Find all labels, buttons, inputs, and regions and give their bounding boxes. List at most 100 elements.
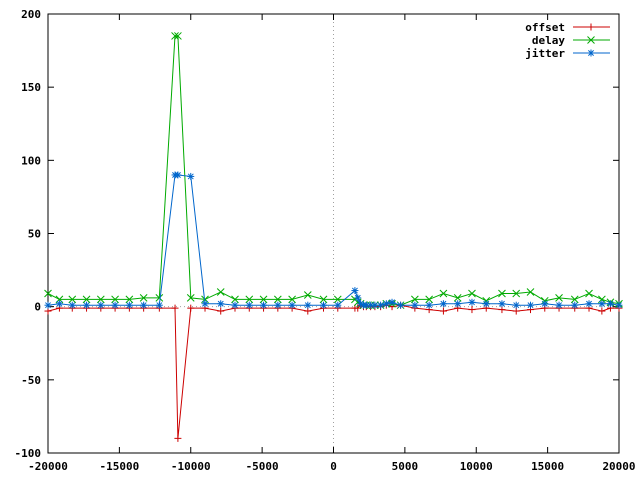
y-tick-label: 100: [21, 154, 41, 167]
data-point-jitter: [598, 300, 606, 308]
data-point-delay: [111, 295, 119, 304]
data-point-delay: [526, 288, 535, 296]
data-point-jitter: [439, 300, 447, 308]
data-point-jitter: [320, 301, 328, 309]
data-point-jitter: [482, 300, 490, 308]
data-point-delay: [512, 289, 521, 298]
series-jitter: [44, 171, 623, 309]
data-point-jitter: [606, 300, 614, 308]
legend-marker: [587, 23, 595, 31]
data-point-jitter: [454, 300, 462, 308]
data-point-delay: [155, 294, 164, 302]
data-point-delay: [453, 294, 462, 302]
data-point-offset: [44, 307, 52, 315]
legend-item-delay: delay: [532, 34, 610, 47]
data-point-jitter: [512, 301, 520, 309]
data-point-delay: [186, 294, 195, 302]
data-point-jitter: [231, 301, 239, 309]
data-point-jitter: [155, 301, 163, 309]
x-tick-label: -15000: [100, 460, 140, 473]
data-point-jitter: [201, 300, 209, 308]
data-point-delay: [585, 289, 593, 298]
legend-item-offset: offset: [525, 21, 610, 34]
data-point-jitter: [97, 301, 105, 309]
x-tick-label: -10000: [171, 460, 211, 473]
x-tick-label: 5000: [392, 460, 419, 473]
legend-label: jitter: [525, 47, 565, 60]
data-point-delay: [439, 289, 448, 298]
legend-item-jitter: jitter: [525, 47, 610, 60]
data-point-delay: [273, 295, 282, 304]
data-point-jitter: [468, 298, 476, 306]
x-tick-label: 10000: [460, 460, 493, 473]
data-point-delay: [125, 295, 134, 304]
data-point-jitter: [174, 171, 182, 179]
y-tick-label: -100: [15, 447, 42, 460]
data-point-jitter: [140, 301, 148, 309]
x-tick-label: -20000: [28, 460, 68, 473]
y-tick-label: -50: [21, 374, 41, 387]
data-point-delay: [174, 32, 182, 40]
x-tick-label: 20000: [602, 460, 635, 473]
data-point-jitter: [334, 301, 342, 309]
data-point-delay: [96, 295, 105, 304]
data-point-offset: [171, 304, 179, 312]
data-point-jitter: [555, 301, 563, 309]
x-tick-label: 0: [330, 460, 337, 473]
data-point-jitter: [354, 294, 362, 302]
data-point-delay: [303, 291, 312, 299]
y-tick-label: 150: [21, 81, 41, 94]
data-point-jitter: [217, 300, 225, 308]
data-point-jitter: [187, 172, 195, 180]
data-point-offset: [468, 306, 476, 314]
data-point-jitter: [260, 301, 268, 309]
data-point-jitter: [351, 287, 359, 295]
data-point-jitter: [388, 298, 396, 306]
data-point-jitter: [571, 301, 579, 309]
data-point-jitter: [111, 301, 119, 309]
data-point-offset: [512, 307, 520, 315]
data-point-delay: [570, 295, 579, 304]
data-point-jitter: [526, 301, 534, 309]
data-point-jitter: [68, 301, 76, 309]
data-point-delay: [333, 295, 342, 304]
data-point-offset: [439, 307, 447, 315]
data-point-jitter: [377, 301, 385, 309]
x-tick-label: 15000: [531, 460, 564, 473]
data-point-delay: [139, 294, 148, 302]
data-point-jitter: [83, 301, 91, 309]
data-point-jitter: [125, 301, 133, 309]
data-point-offset: [498, 306, 506, 314]
data-point-jitter: [288, 301, 296, 309]
data-point-delay: [171, 32, 179, 40]
data-point-jitter: [274, 301, 282, 309]
y-tick-label: 200: [21, 8, 41, 21]
data-point-delay: [411, 295, 419, 304]
plot-frame: [47, 13, 620, 454]
data-point-jitter: [541, 300, 549, 308]
legend-marker: [587, 36, 595, 44]
data-point-jitter: [245, 301, 253, 309]
legend-label: offset: [525, 21, 565, 34]
data-point-offset: [598, 307, 606, 315]
data-point-jitter: [498, 300, 506, 308]
data-point-offset: [174, 434, 182, 442]
data-point-delay: [468, 289, 476, 298]
data-point-jitter: [304, 301, 312, 309]
data-point-delay: [555, 294, 563, 302]
data-point-delay: [425, 295, 433, 304]
data-point-delay: [68, 295, 77, 304]
data-point-jitter: [382, 300, 390, 308]
plot-series: [44, 32, 623, 442]
legend-marker: [587, 49, 595, 57]
legend-label: delay: [532, 34, 565, 47]
data-point-jitter: [397, 301, 405, 309]
data-point-delay: [216, 288, 225, 296]
data-point-jitter: [615, 301, 623, 309]
data-point-offset: [217, 307, 225, 315]
data-point-offset: [187, 304, 195, 312]
data-point-delay: [245, 295, 254, 304]
data-point-jitter: [411, 301, 419, 309]
